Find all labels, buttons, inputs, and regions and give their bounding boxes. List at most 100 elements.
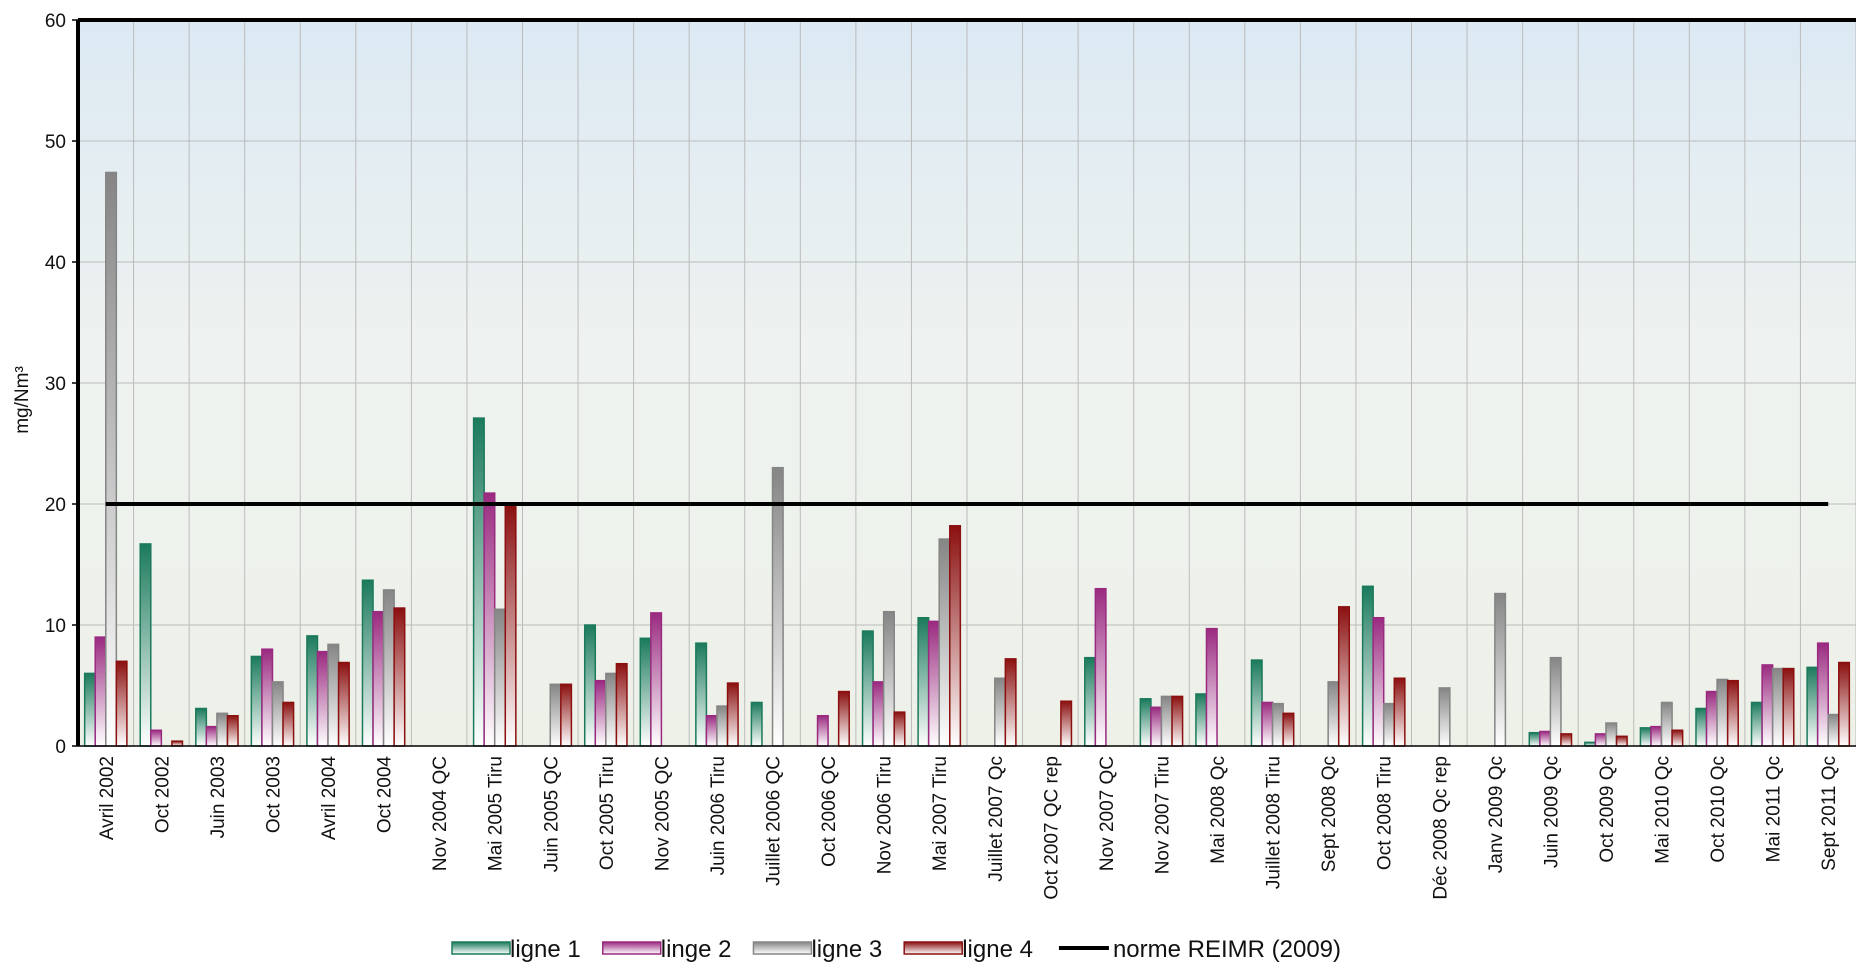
bar [1327,681,1340,747]
bar [1060,700,1073,747]
bar [493,608,507,747]
bar [337,661,350,747]
legend-label: norme REIMR (2009) [1113,936,1341,963]
bar [1250,659,1263,747]
x-tick-label: Oct 2002 [152,756,173,833]
bar [1660,701,1673,747]
bar [1705,690,1718,747]
x-tick-label: Oct 2007 QC rep [1041,756,1062,900]
x-tick-label: Oct 2003 [263,756,284,833]
x-tick-label: Juillet 2006 QC [764,756,785,886]
bar [1528,731,1541,747]
bar [816,715,829,747]
bar [1782,667,1795,747]
bar [549,683,562,747]
x-tick-label: Janv 2009 Qc [1486,756,1507,873]
x-tick-label: Mai 2010 Qc [1653,756,1674,864]
bar [1271,702,1284,747]
legend-label: ligne 4 [962,936,1033,963]
bar [615,662,628,747]
bar [726,682,739,747]
x-tick-label: Nov 2005 QC [652,756,673,871]
bar [1716,678,1729,747]
bar [594,679,607,747]
legend-swatch [903,941,963,955]
legend-swatch [601,941,662,955]
bar [1827,713,1840,747]
legend-label: ligne 1 [510,936,581,963]
x-tick-label: Mai 2007 Tiru [930,756,951,871]
bar [1816,642,1829,747]
bar [949,525,962,747]
x-tick-label: Nov 2007 QC [1097,756,1118,871]
bar [139,543,152,747]
x-tick-label: Mai 2011 Qc [1764,756,1785,862]
bar [1282,712,1295,747]
bar [695,642,708,747]
bar [94,636,107,747]
bar [282,701,295,747]
legend-swatch [752,941,813,955]
bar [1605,722,1618,747]
legend-label: linge 2 [661,936,732,963]
x-tick-label: Juin 2009 Qc [1541,756,1562,868]
y-tick-label: 0 [55,737,66,758]
bar [893,711,906,747]
y-tick-label: 50 [45,132,66,153]
bar [1494,592,1507,747]
bar [1549,656,1562,747]
bar [1695,707,1708,747]
bar [372,610,385,747]
x-tick-label: Juin 2006 Tiru [708,756,729,875]
x-tick-label: Sept 2011 Qc [1819,756,1840,871]
bar [1539,730,1552,747]
bar [917,616,930,747]
bar [1084,656,1097,747]
bar [1671,729,1684,747]
legend-swatch [451,941,511,955]
bar [705,715,718,747]
bar [205,725,218,747]
x-tick-label: Nov 2007 Tiru [1152,756,1173,874]
x-tick-label: Oct 2010 Qc [1708,756,1729,863]
bar [1393,677,1406,747]
bar [382,589,395,747]
bar [771,466,784,747]
bar [994,677,1007,747]
bar [250,655,263,747]
bar [1771,667,1784,747]
bar [1171,695,1184,747]
x-tick-label: Mai 2005 Tiru [486,756,507,871]
bar [872,681,885,747]
x-tick-label: Avril 2002 [97,756,118,840]
bar [1726,679,1739,747]
bar [504,504,517,747]
y-tick-label: 10 [45,616,66,637]
bar [271,681,284,747]
bar [1750,701,1763,747]
bar [882,610,895,747]
bar [1560,733,1573,747]
bar [150,729,163,747]
bar [716,705,729,747]
bar [927,620,940,747]
y-tick-label: 30 [45,374,66,395]
x-tick-label: Oct 2008 Tiru [1375,756,1396,870]
bar [226,715,239,747]
bar [1438,687,1451,747]
x-tick-label: Juin 2005 QC [541,756,562,872]
bar [472,417,485,747]
bar [361,579,374,747]
bar [261,648,274,747]
y-axis-label: mg/Nm³ [12,366,33,434]
bar [1205,627,1218,747]
x-tick-label: Oct 2006 QC [819,756,840,867]
bar [837,690,850,747]
x-tick-label: Avril 2004 [319,756,340,841]
bar [1761,664,1774,747]
x-tick-label: Mai 2008 Qc [1208,756,1229,864]
x-tick-label: Juillet 2008 Tiru [1264,756,1285,889]
bar [560,683,573,747]
x-tick-label: Nov 2004 QC [430,756,451,871]
x-tick-label: Oct 2005 Tiru [597,756,618,870]
